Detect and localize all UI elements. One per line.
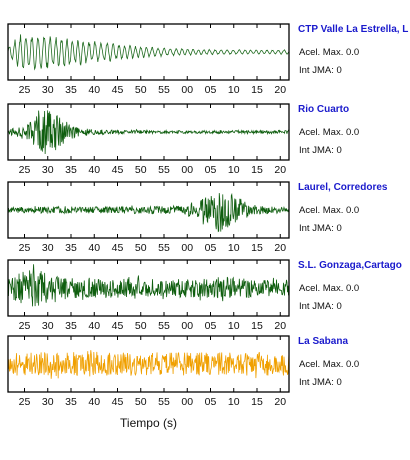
waveform-trace [7, 350, 290, 379]
x-tick-label: 45 [112, 164, 124, 176]
int-jma-readout: Int JMA: 0 [299, 145, 342, 156]
x-tick-label: 55 [158, 164, 170, 176]
x-tick-label: 10 [228, 396, 240, 408]
x-tick-label: 55 [158, 320, 170, 332]
x-tick-label: 10 [228, 320, 240, 332]
station-panel: 25 30 35 40 45 50 55 00 05 10 15 20 [7, 23, 290, 96]
acel-max-readout: Acel. Max. 0.0 [299, 359, 360, 370]
station-name: La Sabana [298, 336, 349, 347]
station-panel: 25 30 35 40 45 50 55 00 05 10 15 20 [7, 103, 290, 176]
acel-max-readout: Acel. Max. 0.0 [299, 127, 360, 138]
int-jma-readout: Int JMA: 0 [299, 301, 342, 312]
int-jma-readout: Int JMA: 0 [299, 65, 342, 76]
x-axis-label: Tiempo (s) [120, 416, 177, 430]
x-tick-label: 45 [112, 84, 124, 96]
station-name: Laurel, Corredores [298, 182, 388, 193]
x-tick-label: 20 [274, 320, 286, 332]
x-tick-label: 10 [228, 164, 240, 176]
x-tick-label: 00 [181, 242, 193, 254]
x-tick-label: 50 [135, 396, 147, 408]
x-tick-label: 45 [112, 242, 124, 254]
x-tick-label: 55 [158, 84, 170, 96]
x-tick-label: 40 [88, 242, 100, 254]
x-tick-label: 35 [65, 84, 77, 96]
x-tick-label: 25 [19, 84, 31, 96]
x-tick-label: 20 [274, 396, 286, 408]
x-tick-label: 35 [65, 164, 77, 176]
panel-frame [7, 335, 290, 393]
acel-max-readout: Acel. Max. 0.0 [299, 283, 360, 294]
x-tick-label: 05 [205, 84, 217, 96]
x-tick-label: 50 [135, 320, 147, 332]
x-tick-label: 20 [274, 164, 286, 176]
x-tick-label: 20 [274, 242, 286, 254]
station-name: Rio Cuarto [298, 104, 350, 115]
x-tick-label: 35 [65, 396, 77, 408]
x-tick-label: 25 [19, 164, 31, 176]
x-tick-label: 15 [251, 242, 263, 254]
x-tick-label: 25 [19, 320, 31, 332]
x-tick-label: 30 [42, 164, 54, 176]
x-tick-label: 50 [135, 242, 147, 254]
x-tick-label: 30 [42, 396, 54, 408]
x-tick-label: 05 [205, 396, 217, 408]
x-tick-label: 45 [112, 396, 124, 408]
x-tick-label: 20 [274, 84, 286, 96]
x-tick-label: 25 [19, 242, 31, 254]
x-tick-label: 00 [181, 164, 193, 176]
panel-frame [7, 103, 290, 161]
x-tick-label: 10 [228, 242, 240, 254]
acel-max-readout: Acel. Max. 0.0 [299, 205, 360, 216]
x-tick-label: 15 [251, 164, 263, 176]
int-jma-readout: Int JMA: 0 [299, 377, 342, 388]
panel-frame [7, 23, 290, 81]
x-tick-label: 50 [135, 84, 147, 96]
x-tick-label: 25 [19, 396, 31, 408]
x-tick-label: 40 [88, 396, 100, 408]
x-tick-label: 40 [88, 164, 100, 176]
x-tick-label: 35 [65, 242, 77, 254]
x-tick-label: 30 [42, 320, 54, 332]
station-panel: 25 30 35 40 45 50 55 00 05 10 15 20 [7, 335, 290, 408]
x-tick-label: 05 [205, 242, 217, 254]
x-tick-label: 05 [205, 164, 217, 176]
station-name: S.L. Gonzaga,Cartago [298, 260, 402, 271]
x-tick-label: 00 [181, 320, 193, 332]
x-tick-label: 55 [158, 242, 170, 254]
panel-frame [7, 181, 290, 239]
x-tick-label: 15 [251, 84, 263, 96]
int-jma-readout: Int JMA: 0 [299, 223, 342, 234]
waveform-trace [7, 34, 290, 71]
station-panel: 25 30 35 40 45 50 55 00 05 10 15 20 [7, 181, 290, 254]
station-panel: 25 30 35 40 45 50 55 00 05 10 15 20 [7, 259, 290, 332]
x-tick-label: 00 [181, 396, 193, 408]
panel-frame [7, 259, 290, 317]
x-tick-label: 15 [251, 320, 263, 332]
x-tick-label: 45 [112, 320, 124, 332]
x-tick-label: 10 [228, 84, 240, 96]
waveform-trace [7, 110, 290, 154]
acel-max-readout: Acel. Max. 0.0 [299, 47, 360, 58]
x-tick-label: 05 [205, 320, 217, 332]
x-tick-label: 40 [88, 84, 100, 96]
x-tick-label: 40 [88, 320, 100, 332]
station-name: CTP Valle La Estrella, L [298, 24, 409, 35]
x-tick-label: 30 [42, 242, 54, 254]
waveform-trace [7, 192, 290, 233]
x-tick-label: 15 [251, 396, 263, 408]
x-tick-label: 30 [42, 84, 54, 96]
x-tick-label: 00 [181, 84, 193, 96]
x-tick-label: 50 [135, 164, 147, 176]
x-tick-label: 55 [158, 396, 170, 408]
waveform-trace [7, 264, 290, 307]
x-tick-label: 35 [65, 320, 77, 332]
